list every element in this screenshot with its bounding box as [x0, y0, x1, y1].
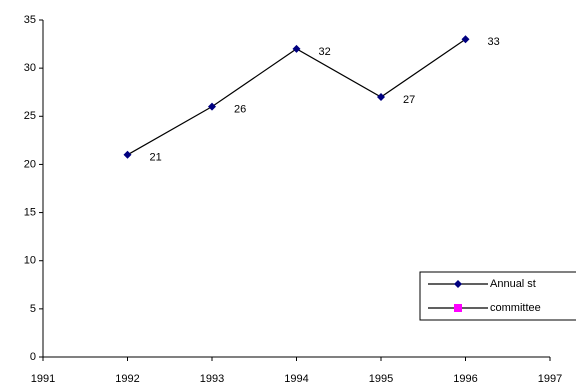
data-label: 26: [234, 104, 246, 116]
x-tick-label: 1995: [369, 373, 393, 385]
point: [292, 44, 301, 53]
x-tick-label: 1996: [453, 373, 477, 385]
x-tick-label: 1994: [284, 373, 308, 385]
point: [461, 35, 470, 44]
y-tick-label: 25: [24, 110, 36, 122]
data-label: 21: [150, 152, 162, 164]
legend-label: Annual st: [490, 278, 536, 290]
y-tick-label: 0: [30, 351, 36, 363]
legend-label: committee: [490, 302, 541, 314]
x-tick-label: 1991: [31, 373, 55, 385]
x-tick-label: 1992: [115, 373, 139, 385]
point: [208, 102, 216, 111]
y-tick-label: 10: [24, 255, 36, 267]
y-tick-label: 15: [24, 206, 36, 218]
data-label: 27: [403, 94, 415, 106]
y-tick-label: 20: [24, 158, 36, 170]
point: [454, 280, 462, 288]
data-label: 32: [319, 46, 331, 58]
y-tick-label: 35: [24, 14, 36, 26]
x-tick-label: 1993: [200, 373, 224, 385]
data-label: 33: [488, 36, 500, 48]
legend-box: [419, 271, 576, 321]
x-tick-label: 1997: [538, 373, 562, 385]
point: [377, 93, 385, 102]
y-tick-label: 30: [24, 62, 36, 74]
point: [454, 304, 462, 312]
y-tick-label: 5: [30, 303, 36, 315]
point: [123, 150, 132, 159]
